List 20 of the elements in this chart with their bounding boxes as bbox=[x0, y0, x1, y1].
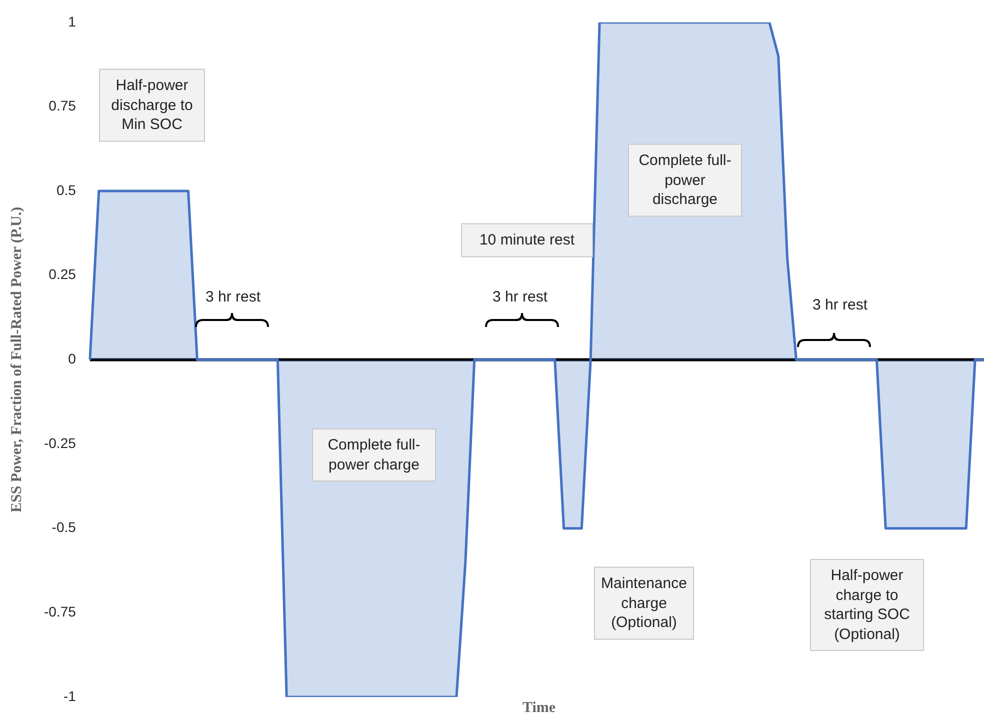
y-tick-label: -0.25 bbox=[44, 434, 76, 451]
y-tick-label: 0.75 bbox=[48, 98, 76, 114]
annotation: Half-power charge to starting SOC (Optional) bbox=[810, 559, 924, 651]
annotation: 3 hr rest bbox=[811, 295, 869, 315]
annotation: 3 hr rest bbox=[204, 287, 262, 307]
annotation: Half-power discharge to Min SOC bbox=[99, 68, 205, 142]
y-tick-label: 0.5 bbox=[56, 182, 76, 198]
y-tick-label: -0.75 bbox=[44, 604, 76, 620]
annotation: 10 minute rest bbox=[461, 223, 593, 257]
annotation: Complete full-power charge bbox=[312, 428, 436, 482]
y-tick-label: 0 bbox=[68, 350, 76, 367]
annotation: Maintenance charge (Optional) bbox=[594, 566, 694, 640]
y-tick-label: 0.25 bbox=[48, 266, 76, 282]
annotation: 3 hr rest bbox=[491, 287, 549, 307]
y-tick-label: -0.5 bbox=[52, 519, 76, 536]
y-axis-title: ESS Power, Fraction of Full-Rated Power (P.U.) bbox=[8, 206, 25, 513]
x-axis-title: Time bbox=[521, 700, 557, 717]
annotation: Complete full-power discharge bbox=[628, 144, 742, 216]
y-tick-label: -1 bbox=[63, 688, 76, 704]
y-tick-label: 1 bbox=[68, 13, 76, 30]
